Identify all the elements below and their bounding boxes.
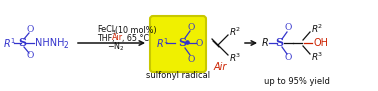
Text: OH: OH (313, 38, 328, 48)
Text: S: S (18, 37, 26, 49)
Text: $R^2$: $R^2$ (229, 26, 241, 38)
Text: , 65 °C: , 65 °C (122, 33, 149, 42)
Text: O: O (26, 52, 34, 61)
Text: THF,: THF, (97, 33, 115, 42)
Text: Air: Air (112, 33, 123, 42)
Text: $-$N$_2$: $-$N$_2$ (107, 41, 125, 53)
Text: S: S (178, 37, 186, 49)
Text: O: O (187, 55, 195, 64)
Text: $R^3$: $R^3$ (311, 51, 324, 63)
Text: $R^1$: $R^1$ (3, 36, 16, 50)
Text: $R^3$: $R^3$ (229, 52, 242, 64)
Text: 3: 3 (112, 29, 116, 34)
Text: O: O (26, 25, 34, 34)
Text: O: O (284, 23, 292, 32)
Text: NHNH: NHNH (35, 38, 65, 48)
Text: (10 mol%): (10 mol%) (115, 25, 156, 34)
Text: R: R (262, 38, 269, 48)
Text: FeCl: FeCl (97, 25, 114, 34)
FancyBboxPatch shape (150, 16, 206, 72)
Text: O: O (284, 54, 292, 63)
Text: S: S (275, 37, 283, 49)
Text: O: O (195, 38, 203, 48)
Text: 2: 2 (64, 41, 69, 50)
Text: Air: Air (213, 62, 227, 72)
Text: $R^2$: $R^2$ (311, 23, 323, 35)
Text: sulfonyl radical: sulfonyl radical (146, 71, 210, 80)
Text: O: O (187, 22, 195, 31)
Text: $R^1$: $R^1$ (156, 36, 169, 50)
Text: up to 95% yield: up to 95% yield (264, 77, 330, 86)
